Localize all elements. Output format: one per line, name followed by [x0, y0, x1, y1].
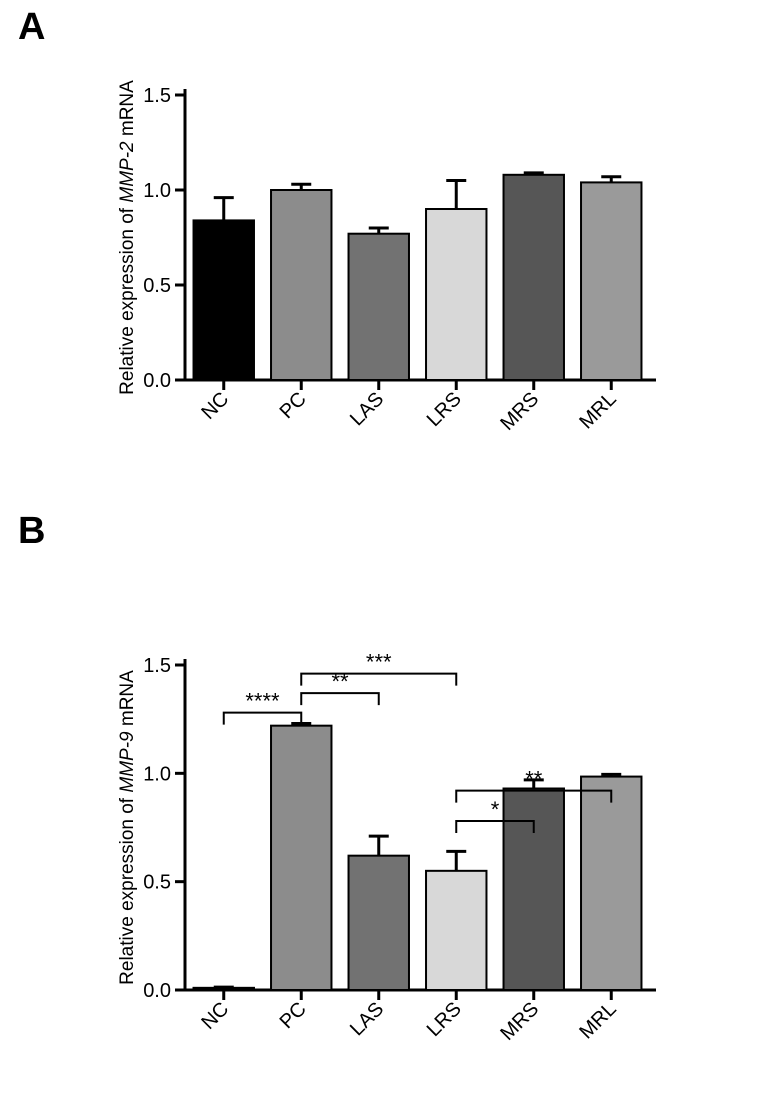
bar	[194, 220, 254, 380]
svg-text:NC: NC	[197, 998, 233, 1034]
svg-text:****: ****	[245, 689, 280, 714]
svg-text:1.0: 1.0	[143, 763, 171, 785]
page: A 0.0 0.5 1.0 1.5 NC PC LAS LRS MRS MRL Relative e…	[0, 0, 771, 1119]
bar	[271, 726, 331, 990]
svg-text:LRS: LRS	[423, 998, 466, 1041]
svg-text:Relative expression of MMP-2 m: Relative expression of MMP-2 mRNA	[117, 80, 138, 395]
svg-text:1.5: 1.5	[143, 655, 171, 677]
chart-b: 0.0 0.5 1.0 1.5 NC PC LAS LRS MRS MRL Relative exp…	[110, 545, 670, 1085]
bar	[349, 856, 409, 990]
svg-text:**: **	[525, 767, 543, 792]
svg-text:MRL: MRL	[575, 998, 620, 1043]
panel-label-b: B	[18, 510, 45, 553]
svg-text:MRL: MRL	[575, 388, 620, 433]
svg-text:LAS: LAS	[346, 998, 388, 1040]
bar	[349, 234, 409, 380]
svg-text:1.5: 1.5	[143, 85, 171, 107]
svg-text:0.0: 0.0	[143, 980, 171, 1002]
svg-text:*: *	[491, 797, 500, 822]
bar	[426, 209, 486, 380]
panel-label-a: A	[18, 6, 45, 49]
svg-text:***: ***	[366, 650, 392, 675]
svg-text:LRS: LRS	[423, 388, 466, 431]
svg-text:LAS: LAS	[346, 388, 388, 430]
svg-text:MRS: MRS	[496, 998, 543, 1045]
svg-text:PC: PC	[276, 388, 311, 423]
bar	[504, 789, 564, 991]
svg-text:1.0: 1.0	[143, 180, 171, 202]
svg-text:0.5: 0.5	[143, 872, 171, 894]
bar	[271, 190, 331, 380]
svg-text:MRS: MRS	[496, 388, 543, 435]
svg-text:0.0: 0.0	[143, 370, 171, 392]
chart-a: 0.0 0.5 1.0 1.5 NC PC LAS LRS MRS MRL Relative exp…	[110, 55, 670, 475]
svg-text:0.5: 0.5	[143, 275, 171, 297]
svg-text:NC: NC	[197, 388, 233, 424]
bar	[581, 182, 641, 380]
svg-text:PC: PC	[276, 998, 311, 1033]
bar	[426, 871, 486, 990]
bar	[504, 175, 564, 380]
bar	[581, 777, 641, 990]
svg-text:Relative expression of MMP-9 m: Relative expression of MMP-9 mRNA	[117, 670, 138, 985]
